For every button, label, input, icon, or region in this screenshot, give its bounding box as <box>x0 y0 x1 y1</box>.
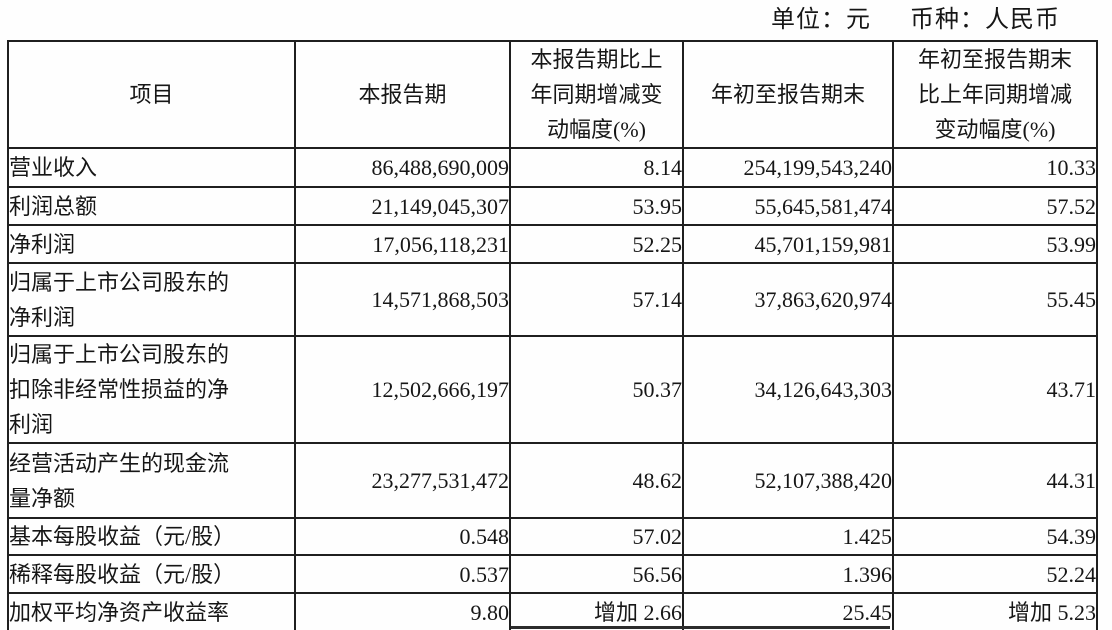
col-header-ytd: 年初至报告期末 <box>682 40 894 149</box>
col-header-ytd-change: 年初至报告期末 比上年同期增减 变动幅度(%) <box>892 40 1098 149</box>
table-row-weighted-average-roe: 加权平均净资产收益率 9.80 增加 2.66 25.45 增加 5.23 <box>7 592 1098 630</box>
cell-current-period: 17,056,118,231 <box>294 224 511 264</box>
table-row-diluted-eps: 稀释每股收益（元/股） 0.537 56.56 1.396 52.24 <box>7 554 1098 594</box>
cell-item: 经营活动产生的现金流 量净额 <box>7 442 296 519</box>
cell-ytd: 34,126,643,303 <box>682 335 894 444</box>
cell-ytd-change: 43.71 <box>892 335 1098 444</box>
cell-ytd-change: 增加 5.23 <box>892 592 1098 630</box>
cell-current-change: 48.62 <box>509 442 684 519</box>
cell-ytd: 254,199,543,240 <box>682 147 894 188</box>
cell-item: 加权平均净资产收益率 <box>7 592 296 630</box>
col-header-current-period: 本报告期 <box>294 40 511 149</box>
table-row-operating-cash-flow: 经营活动产生的现金流 量净额 23,277,531,472 48.62 52,1… <box>7 442 1098 519</box>
table-header-row: 项目 本报告期 本报告期比上 年同期增减变 动幅度(%) 年初至报告期末 年初至… <box>7 40 1098 149</box>
cell-current-change: 8.14 <box>509 147 684 188</box>
cell-current-change: 56.56 <box>509 554 684 594</box>
cell-current-change: 53.95 <box>509 186 684 226</box>
cell-ytd: 45,701,159,981 <box>682 224 894 264</box>
cell-ytd-change: 54.39 <box>892 517 1098 556</box>
cell-ytd: 25.45 <box>682 592 894 630</box>
table-row-total-profit: 利润总额 21,149,045,307 53.95 55,645,581,474… <box>7 186 1098 226</box>
col-header-item: 项目 <box>7 40 296 149</box>
cell-current-change: 57.14 <box>509 262 684 337</box>
table-row-net-profit-attributable: 归属于上市公司股东的 净利润 14,571,868,503 57.14 37,8… <box>7 262 1098 337</box>
cell-current-change: 增加 2.66 <box>509 592 684 630</box>
cell-item: 稀释每股收益（元/股） <box>7 554 296 594</box>
cell-current-change: 57.02 <box>509 517 684 556</box>
cell-ytd-change: 53.99 <box>892 224 1098 264</box>
cell-current-period: 14,571,868,503 <box>294 262 511 337</box>
cell-current-change: 52.25 <box>509 224 684 264</box>
table-row-basic-eps: 基本每股收益（元/股） 0.548 57.02 1.425 54.39 <box>7 517 1098 556</box>
cell-ytd: 52,107,388,420 <box>682 442 894 519</box>
unit-currency-line: 单位：元 币种：人民币 <box>0 2 1112 38</box>
cell-ytd: 1.396 <box>682 554 894 594</box>
cell-item: 归属于上市公司股东的 净利润 <box>7 262 296 337</box>
cell-current-period: 23,277,531,472 <box>294 442 511 519</box>
col-header-current-change: 本报告期比上 年同期增减变 动幅度(%) <box>509 40 684 149</box>
cell-current-change: 50.37 <box>509 335 684 444</box>
cell-item: 利润总额 <box>7 186 296 226</box>
cell-ytd: 55,645,581,474 <box>682 186 894 226</box>
cell-current-period: 9.80 <box>294 592 511 630</box>
table-row-net-profit-deducting-nonrecurring: 归属于上市公司股东的 扣除非经常性损益的净 利润 12,502,666,197 … <box>7 335 1098 444</box>
next-row-border-fragment <box>511 626 890 629</box>
key-financials-table: 项目 本报告期 本报告期比上 年同期增减变 动幅度(%) 年初至报告期末 年初至… <box>7 40 1098 630</box>
cell-ytd-change: 52.24 <box>892 554 1098 594</box>
cell-item: 归属于上市公司股东的 扣除非经常性损益的净 利润 <box>7 335 296 444</box>
currency-label: 币种：人民币 <box>910 7 1060 33</box>
cell-item: 净利润 <box>7 224 296 264</box>
cell-ytd: 1.425 <box>682 517 894 556</box>
cell-ytd-change: 44.31 <box>892 442 1098 519</box>
cell-ytd-change: 55.45 <box>892 262 1098 337</box>
cell-current-period: 0.548 <box>294 517 511 556</box>
cell-current-period: 12,502,666,197 <box>294 335 511 444</box>
cell-current-period: 21,149,045,307 <box>294 186 511 226</box>
cell-current-period: 0.537 <box>294 554 511 594</box>
table-row-net-profit: 净利润 17,056,118,231 52.25 45,701,159,981 … <box>7 224 1098 264</box>
cell-item: 营业收入 <box>7 147 296 188</box>
cell-ytd-change: 57.52 <box>892 186 1098 226</box>
table-row-revenue: 营业收入 86,488,690,009 8.14 254,199,543,240… <box>7 147 1098 188</box>
cell-ytd: 37,863,620,974 <box>682 262 894 337</box>
cell-ytd-change: 10.33 <box>892 147 1098 188</box>
cell-item: 基本每股收益（元/股） <box>7 517 296 556</box>
cell-current-period: 86,488,690,009 <box>294 147 511 188</box>
unit-label: 单位：元 <box>771 7 871 33</box>
